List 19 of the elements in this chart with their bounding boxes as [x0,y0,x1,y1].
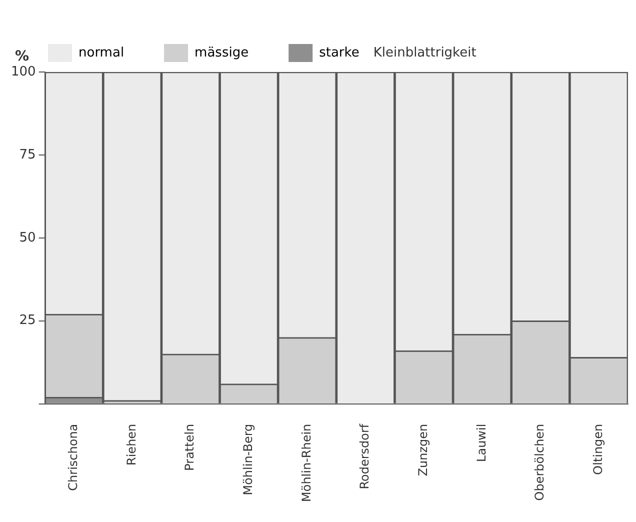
x-tick-label: Lauwil [474,424,488,462]
legend-label: mässige [194,45,249,60]
x-tick-label: Pratteln [182,424,197,471]
legend-label: starke [319,45,360,60]
x-tick-label: Rodersdorf [358,423,372,490]
x-tick-label: Riehen [124,424,138,466]
x-tick-label: Möhlin-Berg [241,424,256,496]
x-tick-label: Oltingen [590,424,605,475]
y-tick-label: 75 [19,147,36,162]
legend-label: normal [78,45,124,60]
chart-title: Kleinblattrigkeit [373,45,476,60]
y-tick-label: 100 [10,64,36,80]
y-axis-title: % [14,48,30,65]
y-tick-label: 25 [19,313,36,328]
x-tick-label: Möhlin-Rhein [299,424,314,502]
x-tick-label: Chrischona [66,424,80,491]
x-tick-label: Zunzgen [416,424,430,476]
x-tick-label: Oberbölchen [532,424,547,501]
y-tick-label: 50 [19,230,36,246]
